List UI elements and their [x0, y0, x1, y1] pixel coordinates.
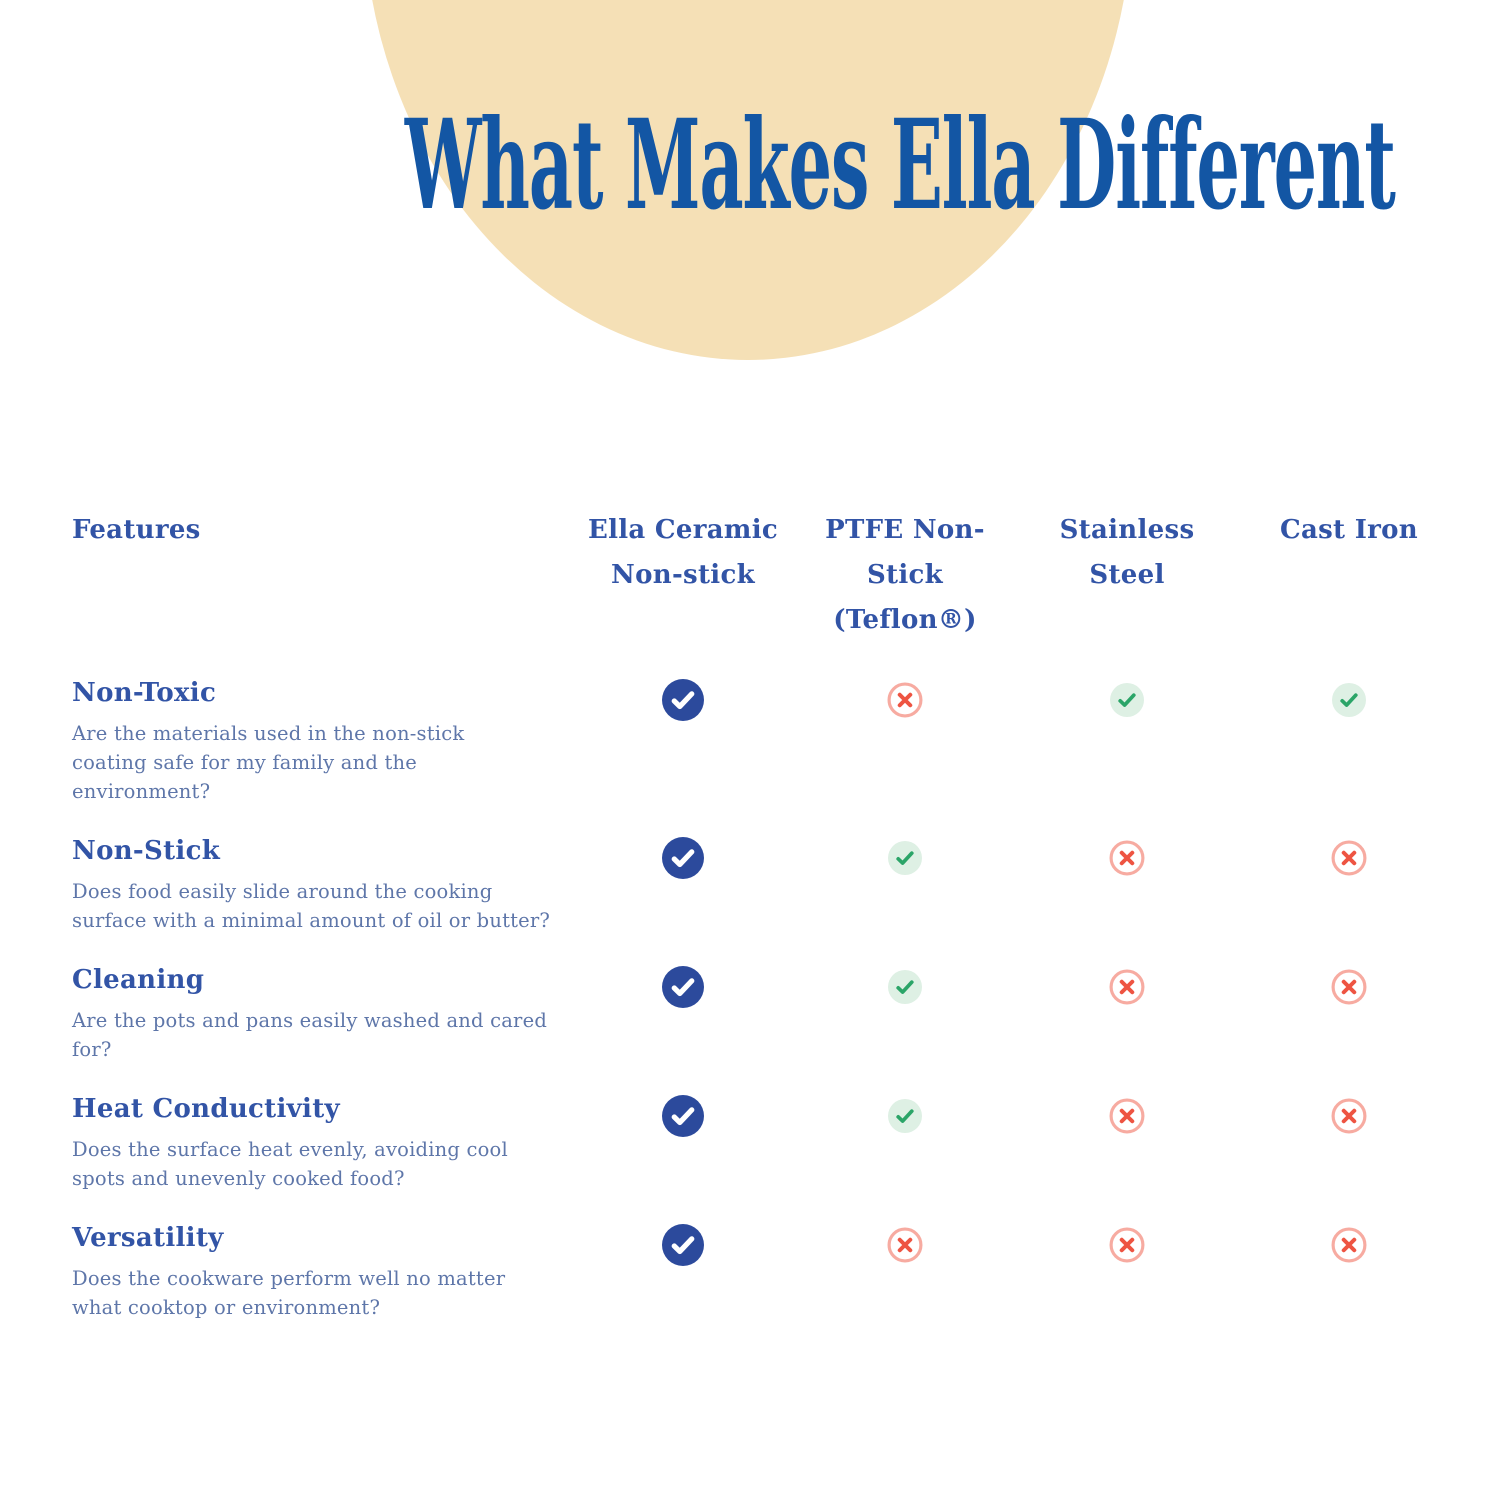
value-cell: [572, 1092, 794, 1193]
blue-check-icon: [662, 836, 704, 880]
feature-cell: Cleaning Are the pots and pans easily wa…: [72, 963, 572, 1064]
table-row: Non-Stick Does food easily slide around …: [72, 834, 1460, 935]
blue-check-icon: [662, 678, 704, 722]
page-title-text: What Makes Ella Different: [404, 93, 1396, 238]
feature-title: Non-Toxic: [72, 678, 217, 708]
red-x-icon: [887, 1223, 923, 1267]
value-cell: [1016, 676, 1238, 806]
column-header-3: Cast Iron: [1279, 515, 1419, 545]
feature-title: Versatility: [72, 1223, 224, 1253]
feature-cell: Heat Conductivity Does the surface heat …: [72, 1092, 572, 1193]
value-cell: [1238, 676, 1460, 806]
feature-description: Does the surface heat evenly, avoiding c…: [72, 1138, 508, 1190]
blue-check-icon: [662, 1094, 704, 1138]
green-check-icon: [1110, 678, 1144, 722]
value-cell: [794, 1092, 1016, 1193]
table-row: Versatility Does the cookware perform we…: [72, 1221, 1460, 1322]
green-check-icon: [888, 1094, 922, 1138]
value-cell: [572, 676, 794, 806]
red-x-icon: [1331, 965, 1367, 1009]
table-row: Heat Conductivity Does the surface heat …: [72, 1092, 1460, 1193]
red-x-icon: [1331, 836, 1367, 880]
value-cell: [1016, 1092, 1238, 1193]
red-x-icon: [1109, 836, 1145, 880]
column-header-0: Ella Ceramic Non-stick: [587, 515, 779, 590]
red-x-icon: [887, 678, 923, 722]
value-cell: [1016, 834, 1238, 935]
red-x-icon: [1109, 965, 1145, 1009]
value-cell: [1016, 1221, 1238, 1322]
blue-check-icon: [662, 965, 704, 1009]
value-cell: [1238, 1221, 1460, 1322]
value-cell: [572, 834, 794, 935]
table-row: Non-Toxic Are the materials used in the …: [72, 676, 1460, 806]
column-header-2: Stainless Steel: [1059, 515, 1195, 590]
blue-check-icon: [662, 1223, 704, 1267]
value-cell: [794, 834, 1016, 935]
feature-description: Are the materials used in the non-stick …: [72, 722, 465, 803]
green-check-icon: [888, 965, 922, 1009]
feature-title: Cleaning: [72, 965, 205, 995]
comparison-table: Features Ella Ceramic Non-stick PTFE Non-…: [72, 508, 1460, 1350]
green-check-icon: [888, 836, 922, 880]
value-cell: [794, 676, 1016, 806]
value-cell: [794, 963, 1016, 1064]
green-check-icon: [1332, 678, 1366, 722]
value-cell: [1238, 1092, 1460, 1193]
feature-cell: Non-Toxic Are the materials used in the …: [72, 676, 572, 806]
feature-cell: Non-Stick Does food easily slide around …: [72, 834, 572, 935]
feature-description: Does food easily slide around the cookin…: [72, 880, 551, 932]
features-column-header: Features: [72, 515, 201, 545]
feature-description: Are the pots and pans easily washed and …: [72, 1009, 548, 1061]
value-cell: [572, 963, 794, 1064]
table-row: Cleaning Are the pots and pans easily wa…: [72, 963, 1460, 1064]
value-cell: [794, 1221, 1016, 1322]
column-header-1: PTFE Non- Stick (Teflon®): [825, 515, 985, 635]
feature-title: Heat Conductivity: [72, 1094, 340, 1124]
red-x-icon: [1109, 1094, 1145, 1138]
value-cell: [1238, 834, 1460, 935]
feature-title: Non-Stick: [72, 836, 221, 866]
table-header-row: Features Ella Ceramic Non-stick PTFE Non-…: [72, 508, 1460, 643]
value-cell: [572, 1221, 794, 1322]
feature-description: Does the cookware perform well no matter…: [72, 1267, 506, 1319]
red-x-icon: [1109, 1223, 1145, 1267]
value-cell: [1016, 963, 1238, 1064]
page-title: What Makes Ella Different: [0, 104, 1500, 228]
feature-cell: Versatility Does the cookware perform we…: [72, 1221, 572, 1322]
value-cell: [1238, 963, 1460, 1064]
red-x-icon: [1331, 1223, 1367, 1267]
red-x-icon: [1331, 1094, 1367, 1138]
